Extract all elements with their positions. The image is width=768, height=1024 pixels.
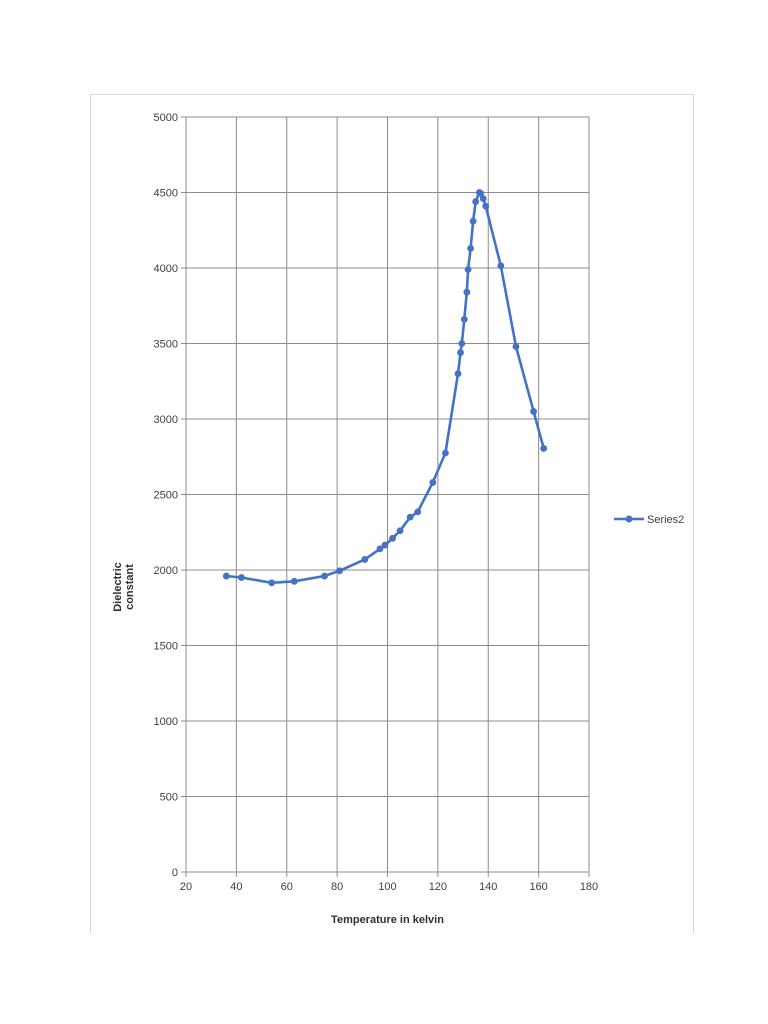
y-tick-label-0: 0	[172, 867, 178, 879]
data-point	[469, 217, 477, 225]
data-point	[479, 195, 487, 202]
data-point	[464, 266, 472, 273]
axes	[181, 116, 590, 877]
data-point	[222, 572, 230, 580]
legend-point-marker	[625, 515, 633, 523]
grid-lines	[185, 116, 590, 873]
data-point	[482, 202, 490, 210]
data-point	[463, 288, 471, 296]
data-point	[376, 545, 384, 553]
data-point	[540, 445, 548, 452]
data-point	[414, 508, 422, 516]
x-tick-label-120: 120	[429, 881, 447, 893]
data-point	[472, 198, 480, 205]
data-point	[467, 244, 475, 252]
y-axis-title: Dielectricconstant	[112, 562, 136, 612]
data-point	[454, 370, 462, 378]
data-point	[268, 579, 276, 587]
y-tick-label-4500: 4500	[154, 188, 178, 200]
x-tick-label-100: 100	[378, 881, 396, 893]
x-tick-label-80: 80	[331, 881, 343, 893]
data-point	[389, 534, 396, 542]
chart-frame	[90, 94, 694, 934]
x-tick-label-60: 60	[281, 881, 293, 893]
data-point	[497, 262, 505, 270]
data-point	[381, 541, 389, 549]
series-line-0	[225, 191, 546, 585]
data-point	[406, 513, 414, 521]
data-point	[396, 527, 404, 535]
x-tick-label-140: 140	[479, 881, 497, 893]
data-point	[512, 343, 520, 350]
y-tick-label-500: 500	[160, 792, 178, 804]
data-point	[321, 572, 328, 580]
x-tick-label-180: 180	[580, 881, 598, 893]
y-tick-label-2500: 2500	[154, 490, 178, 502]
y-tick-label-3000: 3000	[154, 414, 178, 426]
x-tick-label-160: 160	[529, 881, 547, 893]
series-layer	[222, 189, 548, 587]
data-point	[429, 479, 437, 486]
y-tick-label-1500: 1500	[154, 641, 178, 653]
legend-label-series2: Series2	[647, 514, 684, 526]
data-point	[457, 349, 464, 356]
y-tick-label-1000: 1000	[154, 716, 178, 728]
legend: Series2	[614, 514, 684, 526]
data-point	[361, 556, 369, 563]
y-tick-label-3500: 3500	[154, 339, 178, 351]
x-tick-label-20: 20	[180, 881, 192, 893]
data-point	[442, 449, 449, 457]
data-point	[458, 340, 466, 347]
data-point	[290, 577, 298, 585]
data-point	[530, 408, 537, 415]
y-tick-label-4000: 4000	[154, 263, 178, 275]
data-point	[336, 567, 344, 575]
data-point	[238, 574, 245, 581]
data-point	[460, 315, 468, 323]
tick-labels: 0 500 1000 1500 2000 2500 3000 3500 4000 4500 5000…	[154, 112, 599, 893]
data-point	[477, 189, 485, 197]
x-tick-label-40: 40	[230, 881, 242, 893]
y-tick-label-2000: 2000	[154, 565, 178, 577]
y-tick-label-5000: 5000	[154, 112, 178, 124]
x-axis-title: Temperature in kelvin	[331, 914, 444, 926]
